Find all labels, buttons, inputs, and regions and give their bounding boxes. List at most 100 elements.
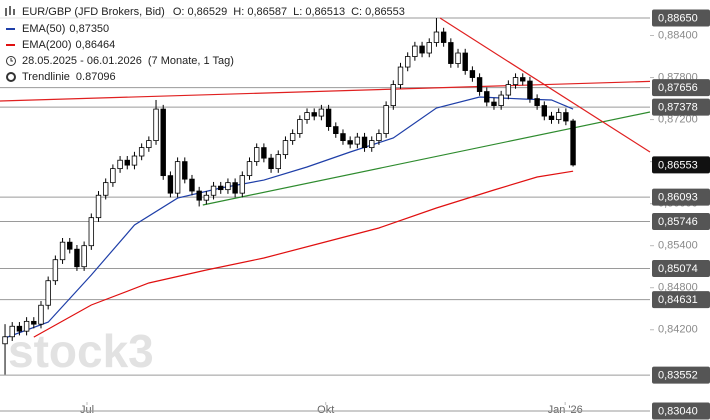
candle-body [527,80,533,99]
level-box [652,79,710,97]
candle-body [31,320,37,325]
legend-text: C: 0,86553 [351,6,405,18]
candle-body [167,175,174,194]
legend-background [0,0,270,86]
candle-body [426,42,432,54]
y-tick-label: 0,88400 [658,29,698,41]
level-label: 0,85746 [658,216,698,228]
candle-body [261,147,267,159]
level-label: 0,86553 [658,159,698,171]
candle-body [440,31,447,43]
candle-body [448,42,454,64]
candle-body [361,136,368,149]
level-box [652,9,710,27]
candle-body [138,147,145,157]
candle-body [304,112,310,120]
legend-text: EUR/GBP (JFD Brokers, Bid) [22,6,165,18]
candle-body [419,45,425,54]
candle-body [455,52,461,64]
level-box [652,402,710,420]
candle-body [548,115,555,120]
candle-body [59,241,66,261]
legend-text: L: 0,86513 [293,6,345,18]
legend-text: 0,87350 [69,23,109,35]
level-label: 0,87656 [658,82,698,94]
candle-body [38,304,44,325]
legend-icon [6,72,16,82]
y-tick-label: 0,84800 [658,282,698,294]
candle-body [570,120,576,166]
candle-body [117,159,123,170]
candle-body [397,66,404,85]
legend-text: H: 0,86587 [233,6,287,18]
candle-body [146,140,152,149]
candle-body [318,108,325,117]
candle-body [476,77,483,92]
candle-body [2,336,8,345]
level-box [652,291,710,309]
candle-body [311,112,317,117]
level-label: 0,88650 [658,12,698,24]
candle-body [462,52,468,71]
candle-body [45,280,51,306]
y-tick-label: 0,85400 [658,240,698,252]
x-tick-label: Okt [317,404,334,416]
candle-body [153,108,159,142]
legend-text: O: 0,86529 [173,6,227,18]
level-label: 0,85074 [658,263,698,275]
level-label: 0,86093 [658,192,698,204]
candle-body [275,154,281,170]
candle-body [297,119,303,135]
candle-body [110,168,116,184]
level-label: 0,87378 [658,102,698,114]
candle-body [520,77,526,82]
candle-body [555,112,562,120]
candle-body [239,175,246,194]
candle-body [347,140,353,145]
candle-body [563,112,569,122]
legend-text: EMA(50) [22,23,65,35]
candle-body [333,126,339,135]
legend-text: 28.05.2025 - 06.01.2026 [22,55,142,67]
candle-body [512,77,519,85]
level-label: 0,83040 [658,405,698,417]
level-box [652,212,710,230]
candle-body [203,194,210,201]
candle-body [354,136,361,145]
candle-body [491,101,497,106]
candle-body [340,133,346,142]
candle-body [469,70,476,78]
candle-body [282,140,289,156]
candle-body [289,133,296,142]
legend-text: (7 Monate, 1 Tag) [148,55,234,67]
level-box [652,98,710,116]
candle-body [412,45,418,57]
level-label: 0,84631 [658,294,698,306]
level-label: 0,83552 [658,370,698,382]
level-box [652,366,710,384]
candle-body [376,133,382,142]
y-tick-label: 0,87200 [658,113,698,125]
x-tick-label: Jan '26 [548,404,583,416]
candle-body [541,105,548,117]
candle-body [124,159,130,166]
candle-body [196,190,202,201]
candle-body [81,245,87,268]
trend-line [0,80,651,102]
legend-text: EMA(200) [22,39,72,51]
candle-body [189,178,195,192]
candle-body [390,84,397,106]
y-tick-label: 0,84200 [658,324,698,336]
candle-body [253,147,260,163]
candle-body [88,217,95,247]
candle-body [404,56,411,68]
candle-body [74,248,80,268]
candle-body [268,157,274,170]
watermark: stock3 [8,325,154,377]
legend-text: 0,86464 [76,39,116,51]
legend-icon [10,58,13,62]
candle-body [23,320,30,332]
x-tick-label: Jul [80,404,94,416]
candle-body [534,98,540,106]
